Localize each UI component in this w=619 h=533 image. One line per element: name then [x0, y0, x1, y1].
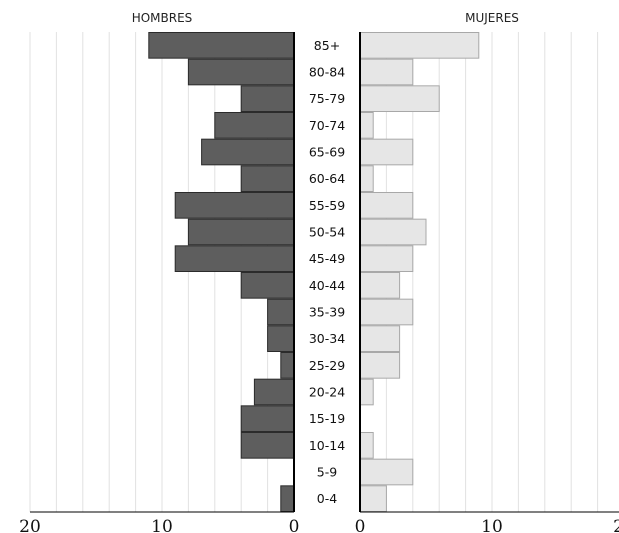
- bar-hombres-80-84: [188, 59, 294, 85]
- left-tick-labels: 20 10 0: [19, 517, 299, 533]
- bar-mujeres-20-24: [360, 379, 373, 405]
- bar-hombres-70-74: [215, 113, 294, 139]
- age-label-60-64: 60-64: [309, 171, 345, 186]
- right-tick-label: 10: [481, 517, 503, 533]
- bar-hombres-50-54: [188, 219, 294, 245]
- left-tick-label: 10: [151, 517, 173, 533]
- age-label-85+: 85+: [314, 38, 340, 53]
- age-label-80-84: 80-84: [309, 65, 345, 80]
- age-group-labels: 85+ 80-84 75-79 70-74 65-69 60-64 55-59 50-54 45…: [309, 38, 345, 506]
- left-tick-label: 0: [289, 517, 300, 533]
- bar-hombres-30-34: [268, 326, 294, 352]
- age-label-20-24: 20-24: [309, 385, 345, 400]
- right-tick-labels: 0 10 20: [355, 517, 619, 533]
- bar-hombres-35-39: [268, 299, 294, 325]
- age-label-50-54: 50-54: [309, 225, 345, 240]
- bar-mujeres-55-59: [360, 193, 413, 219]
- right-tick-label: 0: [355, 517, 366, 533]
- left-tick-label: 20: [19, 517, 41, 533]
- bar-hombres-75-79: [241, 86, 294, 112]
- bar-mujeres-65-69: [360, 139, 413, 165]
- age-label-30-34: 30-34: [309, 331, 345, 346]
- age-label-35-39: 35-39: [309, 305, 345, 320]
- bar-mujeres-70-74: [360, 113, 373, 139]
- bar-mujeres-50-54: [360, 219, 426, 245]
- bar-mujeres-35-39: [360, 299, 413, 325]
- mujeres-bars: [360, 33, 479, 512]
- age-label-0-4: 0-4: [317, 491, 337, 506]
- age-label-75-79: 75-79: [309, 91, 345, 106]
- age-label-40-44: 40-44: [309, 278, 345, 293]
- bar-mujeres-10-14: [360, 433, 373, 459]
- age-label-45-49: 45-49: [309, 251, 345, 266]
- bar-hombres-55-59: [175, 193, 294, 219]
- age-label-70-74: 70-74: [309, 118, 345, 133]
- bar-mujeres-75-79: [360, 86, 439, 112]
- age-label-10-14: 10-14: [309, 438, 345, 453]
- bar-mujeres-5-9: [360, 459, 413, 485]
- mujeres-title: MUJERES: [465, 11, 519, 25]
- bar-mujeres-0-4: [360, 486, 386, 512]
- age-label-5-9: 5-9: [317, 465, 337, 480]
- age-label-25-29: 25-29: [309, 358, 345, 373]
- bar-hombres-0-4: [281, 486, 294, 512]
- age-label-65-69: 65-69: [309, 145, 345, 160]
- bar-mujeres-25-29: [360, 353, 400, 379]
- bar-mujeres-45-49: [360, 246, 413, 272]
- bar-hombres-15-19: [241, 406, 294, 432]
- age-label-15-19: 15-19: [309, 411, 345, 426]
- left-gridlines: [30, 32, 268, 512]
- bar-hombres-65-69: [202, 139, 294, 165]
- bar-mujeres-60-64: [360, 166, 373, 192]
- bar-hombres-85+: [149, 33, 294, 59]
- bar-hombres-10-14: [241, 433, 294, 459]
- age-label-55-59: 55-59: [309, 198, 345, 213]
- bar-hombres-25-29: [281, 353, 294, 379]
- bar-mujeres-85+: [360, 33, 479, 59]
- bar-hombres-20-24: [254, 379, 294, 405]
- bar-hombres-60-64: [241, 166, 294, 192]
- hombres-title: HOMBRES: [132, 11, 193, 25]
- bar-hombres-40-44: [241, 273, 294, 299]
- bar-mujeres-40-44: [360, 273, 400, 299]
- hombres-bars: [149, 33, 294, 512]
- right-tick-label: 20: [613, 517, 619, 533]
- bar-mujeres-30-34: [360, 326, 400, 352]
- bar-hombres-45-49: [175, 246, 294, 272]
- bar-mujeres-80-84: [360, 59, 413, 85]
